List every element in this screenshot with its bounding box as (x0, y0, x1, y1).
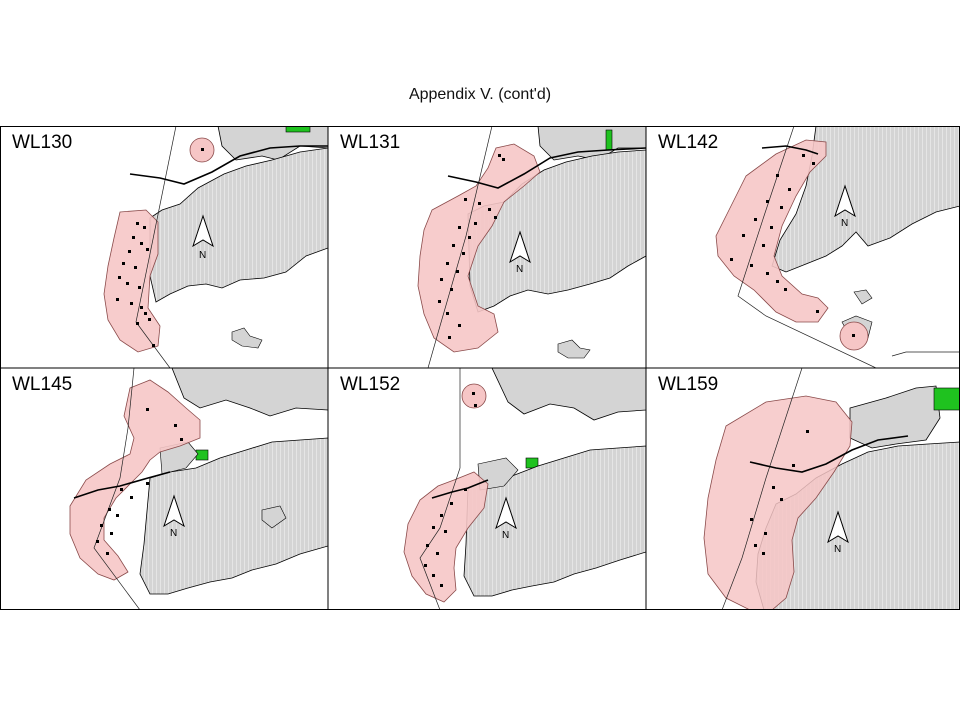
islet (557, 339, 591, 359)
panel-label: WL130 (12, 132, 73, 153)
panel-label: WL152 (340, 374, 401, 395)
panel-label: WL131 (340, 132, 401, 153)
land-north (849, 385, 941, 449)
north-label: N (841, 218, 848, 229)
land-north (171, 368, 328, 417)
map-grid: N WL130 (0, 126, 960, 610)
map-panel-wl145: N WL145 (0, 368, 328, 610)
north-label: N (170, 528, 177, 539)
map-wl159: N (703, 368, 960, 610)
islet (231, 327, 263, 349)
protected-area (195, 449, 209, 461)
north-label: N (834, 544, 841, 555)
north-label: N (199, 250, 206, 261)
island-mainland (149, 147, 328, 303)
page-title: Appendix V. (cont'd) (408, 86, 552, 103)
map-wl145: N (69, 368, 328, 610)
panel-label: WL159 (658, 374, 719, 395)
panel-label: WL145 (12, 374, 73, 395)
north-label: N (502, 530, 509, 541)
protected-area (605, 129, 613, 151)
map-wl130: N (103, 126, 328, 368)
map-wl152: N (403, 368, 646, 610)
map-panel-wl152: N WL152 (328, 368, 646, 610)
panel-label: WL142 (658, 132, 719, 153)
map-wl131: N (417, 126, 646, 368)
map-panel-wl142: N WL142 (646, 126, 960, 368)
map-panel-wl159: N WL159 (646, 368, 960, 610)
map-panel-wl131: N WL131 (328, 126, 646, 368)
north-label: N (516, 264, 523, 275)
protected-area (285, 126, 311, 133)
land-north (491, 368, 646, 421)
boundary-line (891, 351, 960, 357)
map-panel-wl130: N WL130 (0, 126, 328, 368)
map-wl142: N (715, 126, 960, 368)
protected-area (933, 387, 960, 411)
islet (853, 289, 873, 305)
